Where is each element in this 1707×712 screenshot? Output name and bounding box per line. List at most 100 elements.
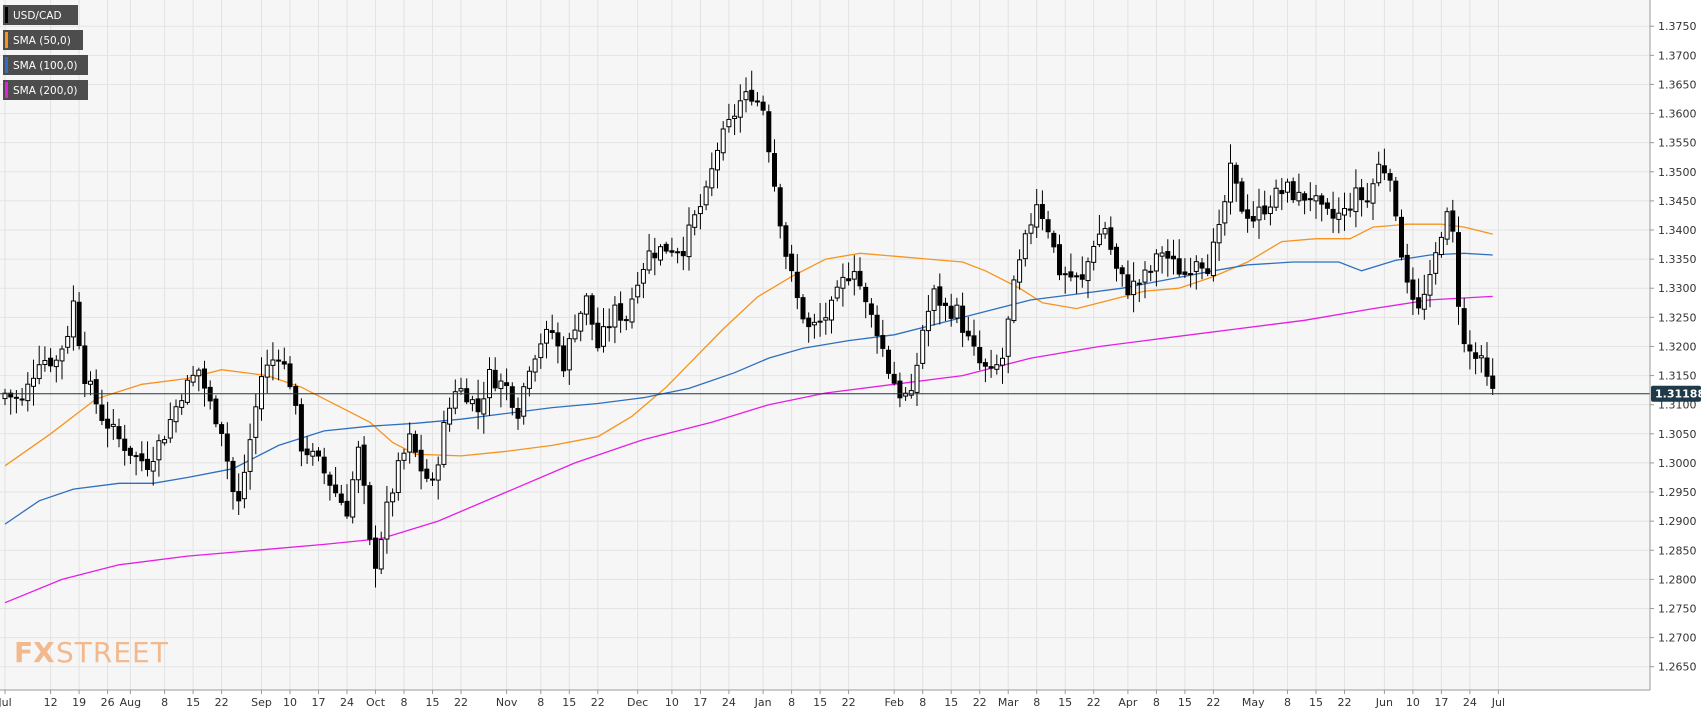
last-price-badge: 1.31188 bbox=[1651, 385, 1705, 402]
candle-up bbox=[1313, 195, 1319, 202]
candle-up bbox=[378, 539, 384, 570]
x-tick-label: 17 bbox=[1434, 696, 1448, 709]
candle-up bbox=[350, 479, 356, 518]
y-tick-label: 1.3650 bbox=[1658, 78, 1697, 91]
candle-down bbox=[783, 225, 789, 257]
candle-down bbox=[806, 317, 812, 328]
candle-up bbox=[1478, 355, 1484, 359]
candle-up bbox=[1210, 241, 1216, 277]
candle-up bbox=[920, 329, 926, 364]
y-tick-label: 1.2950 bbox=[1658, 486, 1697, 499]
candle-down bbox=[1148, 270, 1154, 273]
x-tick-label: Jul bbox=[0, 696, 12, 709]
candle-down bbox=[1068, 271, 1074, 278]
candle-up bbox=[167, 419, 173, 439]
candle-down bbox=[1205, 268, 1211, 274]
candle-up bbox=[1222, 201, 1228, 224]
y-tick-label: 1.3100 bbox=[1658, 399, 1697, 412]
x-tick-label: 15 bbox=[813, 696, 827, 709]
candle-up bbox=[703, 186, 709, 206]
candle-down bbox=[333, 484, 339, 494]
y-tick-label: 1.2900 bbox=[1658, 515, 1697, 528]
candle-down bbox=[618, 303, 624, 321]
candle-up bbox=[521, 386, 527, 417]
candle-down bbox=[145, 458, 150, 470]
candle-up bbox=[686, 224, 692, 258]
sma-line bbox=[4, 223, 1493, 467]
sma-line bbox=[4, 295, 1493, 604]
candle-up bbox=[487, 368, 492, 399]
logo-fx: FX bbox=[14, 636, 55, 669]
candle-down bbox=[1233, 164, 1239, 184]
candle-up bbox=[162, 439, 168, 444]
y-tick-label: 1.3350 bbox=[1658, 253, 1697, 266]
candle-down bbox=[555, 332, 561, 347]
candle-up bbox=[732, 115, 738, 119]
price-axis-background bbox=[1650, 0, 1707, 712]
y-tick-label: 1.3400 bbox=[1658, 224, 1697, 237]
candle-down bbox=[663, 243, 669, 252]
legend-item-sma-100[interactable]: SMA (100,0) bbox=[3, 55, 88, 75]
candle-down bbox=[800, 297, 806, 320]
x-tick-label: 15 bbox=[944, 696, 958, 709]
x-tick-label: 22 bbox=[454, 696, 468, 709]
candle-up bbox=[1364, 200, 1370, 203]
legend-box bbox=[3, 55, 88, 75]
candle-up bbox=[1091, 245, 1097, 263]
candle-down bbox=[977, 347, 983, 364]
candle-up bbox=[1193, 261, 1199, 272]
candle-down bbox=[1461, 308, 1467, 345]
candle-up bbox=[538, 343, 544, 359]
candle-down bbox=[1262, 205, 1268, 215]
candle-up bbox=[1153, 253, 1159, 272]
candle-up bbox=[1028, 224, 1034, 234]
candle-down bbox=[418, 449, 424, 472]
candle-down bbox=[1057, 244, 1062, 276]
candle-up bbox=[42, 359, 48, 365]
candle-up bbox=[914, 364, 920, 393]
candle-down bbox=[595, 322, 601, 349]
candle-down bbox=[1279, 190, 1285, 195]
candle-down bbox=[1199, 262, 1205, 269]
candle-up bbox=[658, 246, 663, 261]
candle-down bbox=[321, 456, 327, 474]
candle-up bbox=[441, 421, 447, 465]
candle-up bbox=[384, 501, 390, 540]
candle-down bbox=[886, 349, 891, 374]
candle-up bbox=[1131, 280, 1137, 296]
y-tick-label: 1.3000 bbox=[1658, 457, 1697, 470]
candle-up bbox=[1034, 204, 1040, 228]
candle-up bbox=[1188, 273, 1194, 276]
candle-down bbox=[304, 448, 310, 456]
legend-item-sma-200[interactable]: SMA (200,0) bbox=[3, 80, 88, 100]
candle-up bbox=[110, 423, 116, 427]
candle-up bbox=[156, 440, 162, 461]
x-tick-label: 8 bbox=[161, 696, 168, 709]
candle-down bbox=[361, 444, 367, 486]
x-tick-label: 15 bbox=[426, 696, 440, 709]
candle-down bbox=[76, 301, 82, 347]
candle-down bbox=[139, 453, 145, 462]
candle-down bbox=[515, 407, 521, 419]
legend-item-sma-50[interactable]: SMA (50,0) bbox=[3, 30, 83, 50]
candle-up bbox=[1438, 236, 1444, 256]
candle-down bbox=[1114, 246, 1119, 269]
x-tick-label: 15 bbox=[562, 696, 576, 709]
candle-up bbox=[1427, 274, 1433, 296]
x-tick-label: 19 bbox=[72, 696, 86, 709]
candle-down bbox=[960, 305, 966, 333]
candle-down bbox=[846, 278, 852, 282]
candle-up bbox=[253, 406, 259, 438]
candle-down bbox=[1045, 219, 1051, 233]
candle-down bbox=[105, 418, 111, 429]
candle-down bbox=[857, 270, 863, 287]
legend-item-usdcad[interactable]: USD/CAD bbox=[3, 5, 78, 25]
candle-up bbox=[355, 446, 361, 481]
candle-down bbox=[281, 361, 287, 365]
x-tick-label: 22 bbox=[1087, 696, 1101, 709]
legend: USD/CAD SMA (50,0) SMA (100,0) SMA (200,… bbox=[3, 5, 88, 100]
candle-down bbox=[1307, 198, 1313, 201]
candle-down bbox=[82, 345, 88, 384]
candle-down bbox=[202, 368, 207, 389]
legend-label: SMA (100,0) bbox=[13, 60, 78, 72]
